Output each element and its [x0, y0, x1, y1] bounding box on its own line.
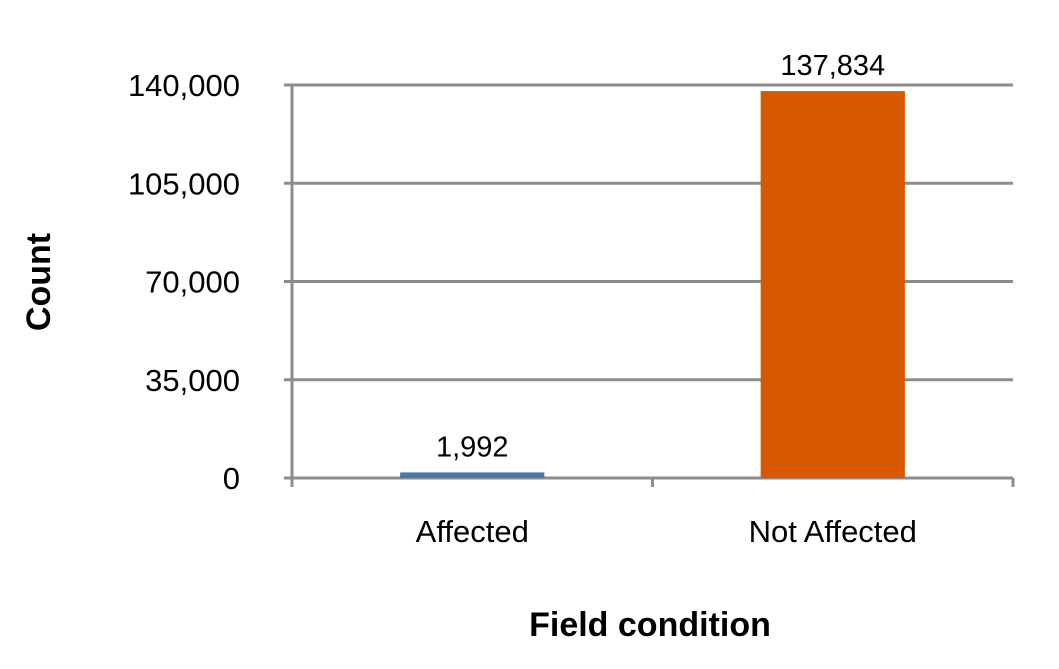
labels: 0 35,000 70,000 105,000 140,000 1,992 Affected… — [128, 50, 917, 549]
data-label: 1,992 — [436, 431, 509, 463]
bar-not-affected — [760, 91, 905, 479]
x-tick-label: Not Affected — [749, 514, 917, 549]
y-tick-label: 35,000 — [145, 363, 240, 398]
y-tick-label: 105,000 — [128, 166, 240, 201]
y-tick-label: 70,000 — [145, 265, 240, 300]
y-axis-title: Count — [20, 233, 58, 331]
bar-affected — [400, 472, 545, 478]
data-label: 137,834 — [780, 50, 885, 82]
x-tick-label: Affected — [416, 514, 529, 549]
bars — [400, 91, 905, 479]
y-tick-label: 0 — [223, 461, 240, 496]
y-tick-label: 140,000 — [128, 68, 240, 103]
x-axis-title: Field condition — [529, 606, 771, 644]
